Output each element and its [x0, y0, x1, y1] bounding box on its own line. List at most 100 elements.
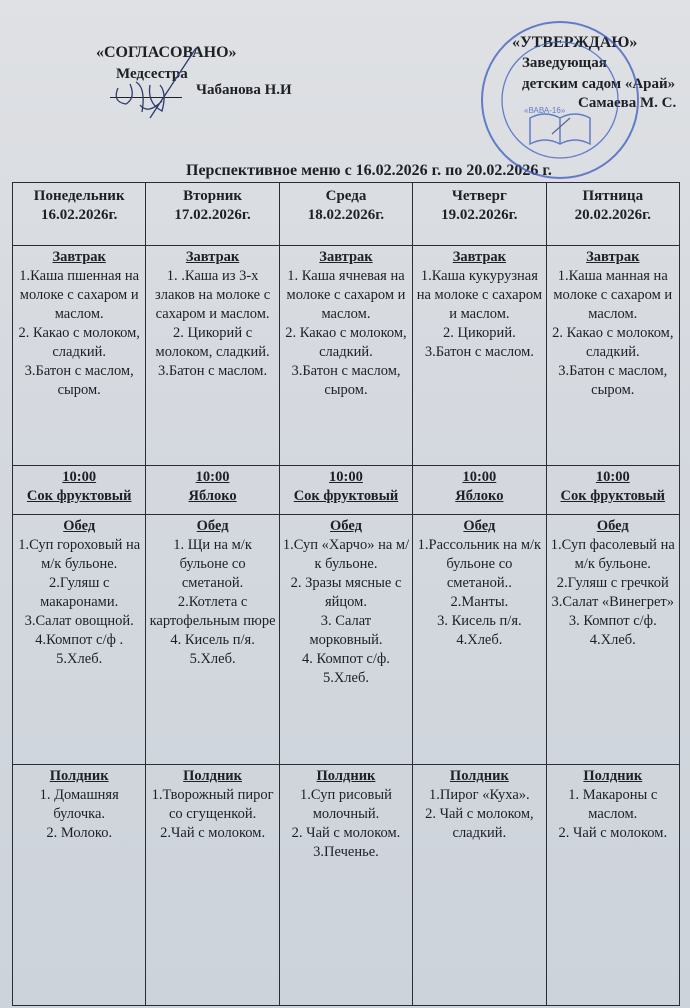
breakfast-cell: Завтрак 1.Каша пшенная на молоке с сахаро…: [11, 245, 147, 466]
meal-title: Обед: [196, 518, 229, 534]
approval-right-role: Заведующая: [522, 55, 607, 71]
menu-item: 1. Макароны с маслом.: [568, 787, 658, 822]
menu-item: 2. Какао с молоком, сладкий.: [552, 325, 674, 360]
meal-title: Полдник: [49, 768, 109, 784]
menu-item: 1. Щи на м/к бульоне со сметаной.: [173, 537, 252, 591]
meal-title: Завтрак: [452, 249, 507, 265]
day-header: Четверг 19.02.2026г.: [412, 182, 547, 246]
menu-item: 2. Чай с молоком.: [558, 825, 668, 841]
menu-item: 2.Гуляш с гречкой: [556, 575, 669, 591]
menu-item: 1.Рассольник на м/к бульоне со сметаной.…: [417, 537, 542, 591]
lunch-cell: Обед 1. Щи на м/к бульоне со сметаной. 2.К…: [145, 514, 280, 765]
meal-title: Обед: [596, 518, 629, 534]
menu-item: 2. Чай с молоком, сладкий.: [425, 806, 534, 841]
menu-item: 1.Суп «Харчо» на м/к бульоне.: [282, 537, 410, 572]
day-day: Четверг: [451, 188, 507, 204]
approval-left-name: Чабанова Н.И: [196, 82, 292, 98]
day-date: 16.02.2026г.: [41, 207, 118, 223]
afternoon-snack-row: Полдник 1. Домашняя булочка. 2. Молоко. Пол…: [11, 764, 681, 1006]
day-header: Пятница 20.02.2026г.: [545, 182, 681, 246]
menu-item: 3. Салат морковный.: [309, 613, 383, 648]
day-header: Понедельник 16.02.2026г.: [11, 182, 147, 246]
breakfast-cell: Завтрак 1. Каша ячневая на молоке с сахар…: [278, 245, 414, 466]
menu-item: 2. Какао с молоком, сладкий.: [18, 325, 140, 360]
page-title: Перспективное меню с 16.02.2026 г. по 20…: [186, 162, 552, 179]
day-day: Понедельник: [33, 188, 125, 204]
menu-item: 1. .Каша из 3-х злаков на молоке с сахар…: [155, 268, 271, 322]
snack-cell: 10:00 Сок фруктовый: [545, 465, 681, 515]
menu-item: 3.Салат «Винегрет»: [551, 594, 675, 610]
menu-item: 3. Компот с/ф.: [568, 613, 657, 629]
day-date: 18.02.2026г.: [307, 207, 385, 223]
menu-item: 1.Каша манная на молоке с сахаром и масл…: [553, 268, 673, 322]
meal-title: Полдник: [316, 768, 376, 784]
menu-item: 1. Домашняя булочка.: [39, 787, 119, 822]
menu-item: 1.Суп рисовый молочный.: [300, 787, 392, 822]
day-date: 19.02.2026г.: [441, 207, 518, 223]
afternoon-snack-cell: Полдник 1.Пирог «Куха». 2. Чай с молоком, …: [412, 764, 547, 1006]
breakfast-cell: Завтрак 1.Каша манная на молоке с сахаром…: [545, 245, 681, 466]
menu-item: Сок фруктовый: [26, 488, 132, 504]
menu-item: 4. Кисель п/я.: [170, 632, 255, 648]
menu-item: 3.Салат овощной.: [24, 613, 134, 629]
approval-right-label: «УТВЕРЖДАЮ»: [512, 34, 638, 51]
menu-item: 2. Зразы мясные с яйцом.: [290, 575, 402, 610]
day-header: Вторник 17.02.2026г.: [145, 182, 280, 246]
signature-line: [110, 97, 182, 98]
menu-item: Сок фруктовый: [293, 488, 399, 504]
meal-title: 10:00: [195, 469, 230, 485]
menu-item: Яблоко: [455, 488, 504, 504]
meal-title: Завтрак: [185, 249, 240, 265]
menu-item: 2.Гуляш с макаронами.: [40, 575, 119, 610]
menu-item: 2. Цикорий.: [443, 325, 516, 341]
menu-item: 1.Каша пшенная на молоке с сахаром и мас…: [19, 268, 140, 322]
menu-item: 5.Хлеб.: [322, 670, 369, 686]
afternoon-snack-cell: Полдник 1.Суп рисовый молочный. 2. Чай с м…: [278, 764, 414, 1006]
approval-left-role: Медсестра: [116, 66, 188, 82]
menu-item: Яблоко: [188, 488, 237, 504]
menu-table: Понедельник 16.02.2026г. Вторник 17.02.2026…: [11, 182, 681, 1006]
menu-item: Сок фруктовый: [560, 488, 666, 504]
menu-item: 3.Батон с маслом, сыром.: [291, 363, 401, 398]
menu-item: 3.Батон с маслом.: [158, 363, 268, 379]
day-day: Вторник: [183, 188, 243, 204]
breakfast-cell: Завтрак 1. .Каша из 3-х злаков на молоке …: [145, 245, 280, 466]
menu-item: 2.Манты.: [450, 594, 509, 610]
meal-title: Завтрак: [586, 249, 640, 265]
stamp-center-text: «ВАВА-16»: [524, 106, 566, 115]
meal-title: Обед: [463, 518, 496, 534]
meal-title: 10:00: [462, 469, 497, 485]
menu-item: 2.Котлета с картофельным пюре: [149, 594, 276, 629]
day-day: Среда: [325, 188, 367, 204]
snack-cell: 10:00 Сок фруктовый: [278, 465, 414, 515]
menu-item: 5.Хлеб.: [189, 651, 236, 667]
menu-item: 1.Каша кукурузная на молоке с сахаром и …: [416, 268, 543, 322]
menu-item: 3.Батон с маслом, сыром.: [558, 363, 668, 398]
menu-item: 2. Какао с молоком, сладкий.: [285, 325, 407, 360]
menu-item: 1.Пирог «Куха».: [429, 787, 530, 803]
day-day: Пятница: [582, 188, 644, 204]
menu-item: 4.Хлеб.: [456, 632, 503, 648]
menu-item: 3.Батон с маслом.: [424, 344, 534, 360]
approval-left-label: «СОГЛАСОВАНО»: [96, 44, 237, 61]
menu-item: 1.Суп фасолевый на м/к бульоне.: [550, 537, 675, 572]
lunch-cell: Обед 1.Суп «Харчо» на м/к бульоне. 2. Зраз…: [278, 514, 414, 765]
day-date: 20.02.2026г.: [574, 207, 651, 223]
afternoon-snack-cell: Полдник 1. Макароны с маслом. 2. Чай с мол…: [545, 764, 681, 1006]
approval-right-org: детским садом «Арай»: [522, 76, 676, 92]
snack-cell: 10:00 Яблоко: [412, 465, 547, 515]
menu-item: 5.Хлеб.: [56, 651, 103, 667]
lunch-cell: Обед 1.Суп фасолевый на м/к бульоне. 2.Гул…: [545, 514, 681, 765]
menu-item: 1.Творожный пирог со сгущенкой.: [151, 787, 274, 822]
breakfast-row: Завтрак 1.Каша пшенная на молоке с сахаро…: [11, 245, 681, 466]
menu-item: 1. Каша ячневая на молоке с сахаром и ма…: [286, 268, 406, 322]
menu-item: 3.Печенье.: [313, 844, 379, 860]
day-header: Среда 18.02.2026г.: [278, 182, 414, 246]
afternoon-snack-cell: Полдник 1. Домашняя булочка. 2. Молоко.: [11, 764, 147, 1006]
meal-title: Полдник: [449, 768, 509, 784]
meal-title: Завтрак: [319, 249, 373, 265]
meal-title: Обед: [330, 518, 362, 534]
day-date: 17.02.2026г.: [174, 207, 251, 223]
snack-row: 10:00 Сок фруктовый 10:00 Яблоко 10:00 Сок фр…: [11, 465, 681, 515]
lunch-cell: Обед 1.Рассольник на м/к бульоне со смета…: [412, 514, 547, 765]
